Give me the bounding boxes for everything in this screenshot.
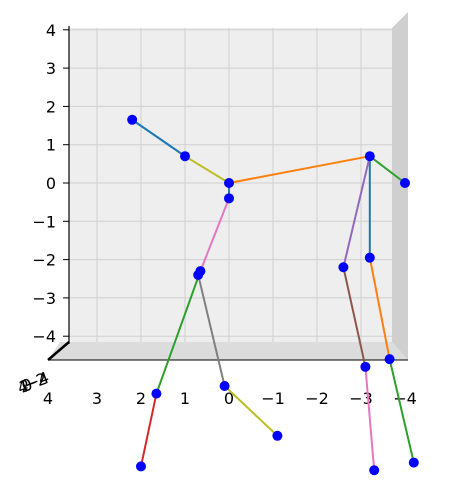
y-tick-label-2: 2 <box>46 97 56 116</box>
x-tick-label-1: 3 <box>92 389 102 408</box>
y-tick-label-6: −2 <box>32 251 56 270</box>
bone-spine-chest <box>199 197 230 273</box>
bone-ankle-left-b-foot-left-b <box>364 365 376 472</box>
x-tick-label-3: 1 <box>180 389 190 408</box>
y-tick-label-8: −4 <box>32 327 56 346</box>
grid-lines <box>69 28 392 342</box>
floor-pane <box>48 342 408 360</box>
bone-hip-left-knee-left-b <box>342 155 371 269</box>
joint-knee-left-b <box>338 262 349 273</box>
joint-pelvis <box>224 178 234 188</box>
bone-pelvis-hip-right <box>184 155 230 184</box>
bone-ankle-left-foot-left <box>388 358 415 464</box>
y-tick-label-5: −1 <box>32 212 56 231</box>
joint-foot-left <box>408 457 419 468</box>
z-axis-line <box>47 341 70 361</box>
right-pane <box>392 12 408 360</box>
x-tick-label-4: 0 <box>224 389 234 408</box>
bone-knee-right-b-foot-right-b <box>223 384 279 437</box>
y-tick-label-1: 3 <box>46 59 56 78</box>
x-tick-label-0: 4 <box>43 389 53 408</box>
y-tick-label-7: −3 <box>32 289 56 308</box>
bone-chest-knee-right <box>155 270 202 395</box>
x-tick-label-6: −2 <box>305 389 329 408</box>
bone-knee-right-foot-right <box>140 392 158 468</box>
joint-ankle-left <box>384 354 395 365</box>
axis-lines <box>47 26 408 361</box>
joint-foot-right-b <box>272 430 283 441</box>
bone-pelvis-hip-left <box>228 155 371 184</box>
bone-hip-left-toe-left <box>368 155 406 184</box>
y-axis-ticks: 4 3 2 1 0 −1 −2 −3 −4 <box>32 21 69 346</box>
y-tick-label-3: 1 <box>46 136 56 155</box>
joint-chest-b <box>193 269 204 280</box>
joint-spine <box>224 193 234 204</box>
y-tick-label-0: 4 <box>46 21 56 40</box>
joint-hip-left <box>364 151 375 162</box>
skeleton-joints <box>127 114 419 476</box>
joint-knee-right <box>151 388 162 399</box>
joint-foot-left-b <box>369 465 380 476</box>
bone-chest-b-knee-right-b <box>197 273 226 387</box>
joint-knee-right-b <box>219 380 230 391</box>
joint-foot-right <box>136 461 146 472</box>
bone-knee-left-ankle-left <box>368 256 391 361</box>
skeleton-bones <box>131 118 415 472</box>
bone-knee-left-b-ankle-left-b <box>342 266 367 368</box>
bone-hip-right-hand-right <box>131 118 186 158</box>
joint-knee-left <box>364 252 375 263</box>
joint-hand-right <box>127 114 138 125</box>
joint-hip-right <box>180 151 190 162</box>
joint-ankle-left-b <box>360 361 371 372</box>
x-tick-label-2: 2 <box>136 389 146 408</box>
x-tick-label-5: −1 <box>261 389 285 408</box>
joint-toe-left <box>400 178 410 188</box>
y-tick-label-4: 0 <box>46 174 56 193</box>
